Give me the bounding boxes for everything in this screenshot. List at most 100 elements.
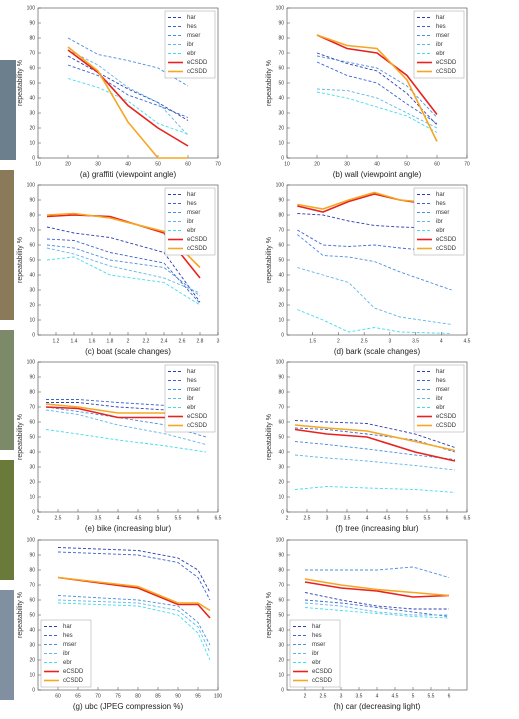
series-line [45,409,207,445]
series-line [57,602,211,661]
x-tick-label: 4 [117,515,120,521]
y-tick-label: 0 [281,332,284,338]
x-tick-label: 4 [440,338,443,344]
y-tick-label: 10 [29,140,35,146]
x-tick-label: 75 [115,693,121,699]
series-line [67,78,189,135]
series-line [316,34,438,115]
y-tick-label: 30 [29,464,35,470]
y-tick-label: 80 [29,212,35,218]
y-tick-label: 30 [278,464,284,470]
y-tick-label: 70 [278,582,284,588]
y-axis-label: repeatability % [17,592,24,638]
x-tick-label: 4.5 [464,338,471,344]
series-line [297,191,452,210]
x-tick-label: 5.5 [175,515,182,521]
x-tick-label: 40 [374,161,380,167]
legend-label: ibr [436,219,443,225]
series-line [46,247,201,294]
legend-label: ebr [312,660,321,666]
series-line [297,267,452,325]
series-line [294,424,456,452]
y-tick-label: 80 [29,567,35,573]
series-line [304,578,450,597]
y-tick-label: 80 [278,567,284,573]
y-tick-label: 60 [278,597,284,603]
x-tick-label: 3 [77,515,80,521]
series-line [305,566,450,578]
series-line [57,599,211,653]
legend-label: eCSDD [436,237,457,243]
y-tick-label: 20 [29,657,35,663]
x-tick-label: 3.5 [412,338,419,344]
x-tick-label: 6 [446,515,449,521]
series-line [316,88,438,129]
series-line [46,402,207,418]
y-tick-label: 60 [29,65,35,71]
chart-title: (c) boat (scale changes) [85,347,171,356]
legend-label: mser [436,210,449,216]
y-tick-label: 10 [278,672,284,678]
legend-label: har [187,15,196,21]
y-tick-label: 0 [32,155,35,161]
legend-label: ibr [187,42,194,48]
legend-label: ebr [187,228,196,234]
series-line [297,213,452,229]
y-tick-label: 50 [278,434,284,440]
chart-panel: 0 10 20 30 40 50 60 70 80 90 100 2 2.5 3 3.5 4 4.5 5 5.5 6 6… [17,359,222,533]
series-line [46,226,201,303]
legend-label: ibr [436,42,443,48]
x-tick-label: 3.5 [95,515,102,521]
legend-label: hes [436,378,446,384]
y-tick-label: 80 [278,389,284,395]
legend-label: eCSDD [63,669,84,675]
series-line [46,256,201,306]
y-tick-label: 30 [278,642,284,648]
y-tick-label: 10 [29,672,35,678]
legend-label: cCSDD [187,69,208,75]
x-tick-label: 3 [340,693,343,699]
series-line [57,551,211,601]
x-tick-label: 1.2 [53,338,60,344]
y-tick-label: 40 [29,272,35,278]
legend-label: har [187,192,196,198]
chart-title: (h) car (decreasing light) [334,702,421,711]
x-tick-label: 2.6 [179,338,186,344]
y-axis-label: repeatability % [17,414,24,460]
legend-label: cCSDD [312,678,333,684]
x-tick-label: 30 [95,161,101,167]
x-tick-label: 6.5 [215,515,222,521]
legend: har hes mser ibr ebr eCSDD cCSDD [164,364,216,433]
y-axis-label: repeatability % [266,592,273,638]
y-tick-label: 90 [278,197,284,203]
x-tick-label: 2 [304,693,307,699]
legend-label: mser [63,642,76,648]
series-line [297,234,452,291]
y-tick-label: 100 [276,359,285,365]
legend-label: eCSDD [187,237,208,243]
y-tick-label: 50 [278,257,284,263]
side-photo-strip [0,60,16,700]
legend: har hes mser ibr ebr eCSDD cCSDD [413,364,465,433]
y-tick-label: 70 [29,227,35,233]
legend: har hes mser ibr ebr eCSDD cCSDD [40,619,92,688]
series-line [67,55,189,121]
series-line [294,486,456,493]
x-tick-label: 2 [286,515,289,521]
legend: har hes mser ibr ebr eCSDD cCSDD [289,619,341,688]
y-tick-label: 20 [278,479,284,485]
legend-label: har [436,192,445,198]
x-tick-label: 2.5 [55,515,62,521]
legend-label: har [63,624,72,630]
x-tick-label: 10 [284,161,290,167]
x-tick-label: 100 [214,693,223,699]
x-tick-label: 20 [65,161,71,167]
series-line [46,399,207,412]
legend-label: mser [312,642,325,648]
x-tick-label: 6 [448,693,451,699]
series-line [294,420,456,448]
y-tick-label: 20 [29,479,35,485]
x-tick-label: 3 [217,338,220,344]
series-line [57,576,211,619]
